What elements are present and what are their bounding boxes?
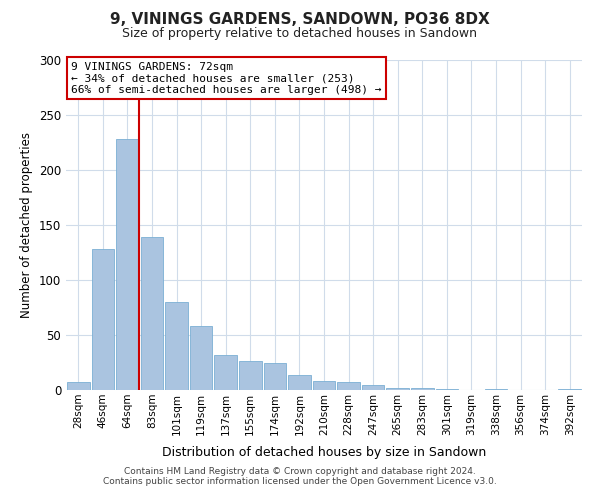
Bar: [386, 388, 409, 390]
Bar: [67, 382, 89, 390]
Bar: [263, 362, 286, 390]
Bar: [362, 384, 385, 390]
Bar: [485, 389, 508, 390]
Bar: [559, 389, 581, 390]
Y-axis label: Number of detached properties: Number of detached properties: [20, 132, 34, 318]
Bar: [165, 302, 188, 390]
Bar: [190, 326, 212, 390]
Bar: [239, 362, 262, 390]
Text: Contains public sector information licensed under the Open Government Licence v3: Contains public sector information licen…: [103, 477, 497, 486]
Bar: [411, 388, 434, 390]
Bar: [313, 381, 335, 390]
Bar: [288, 374, 311, 390]
Text: 9, VININGS GARDENS, SANDOWN, PO36 8DX: 9, VININGS GARDENS, SANDOWN, PO36 8DX: [110, 12, 490, 28]
Bar: [116, 139, 139, 390]
Bar: [214, 355, 237, 390]
Text: 9 VININGS GARDENS: 72sqm
← 34% of detached houses are smaller (253)
66% of semi-: 9 VININGS GARDENS: 72sqm ← 34% of detach…: [71, 62, 382, 95]
Bar: [140, 237, 163, 390]
Bar: [436, 389, 458, 390]
Text: Contains HM Land Registry data © Crown copyright and database right 2024.: Contains HM Land Registry data © Crown c…: [124, 467, 476, 476]
Bar: [337, 382, 360, 390]
Text: Size of property relative to detached houses in Sandown: Size of property relative to detached ho…: [122, 28, 478, 40]
X-axis label: Distribution of detached houses by size in Sandown: Distribution of detached houses by size …: [162, 446, 486, 459]
Bar: [92, 249, 114, 390]
